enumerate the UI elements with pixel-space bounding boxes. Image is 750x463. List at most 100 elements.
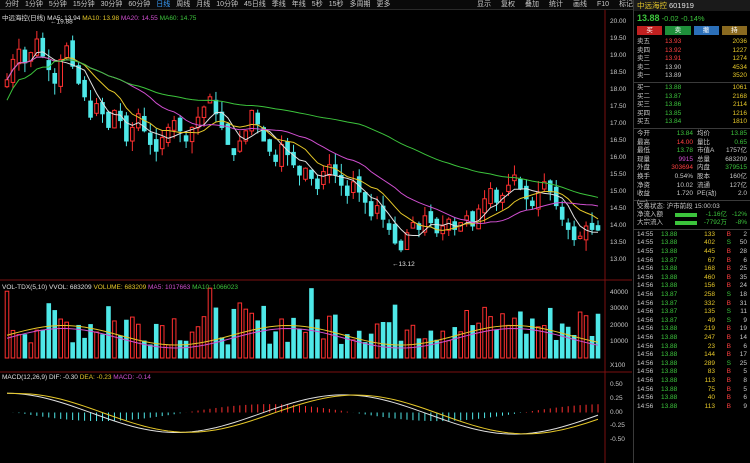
- stat-label: PE(动): [697, 190, 717, 198]
- menu-item[interactable]: 复权: [501, 1, 515, 8]
- ask-row[interactable]: 卖一 13.89 3520: [634, 72, 750, 81]
- stat-label: 最低: [637, 147, 650, 155]
- timeframe-tab[interactable]: 年线: [291, 1, 306, 8]
- tick-row: 14:56 13.88 460 B 35: [634, 274, 750, 283]
- tick-side: B: [726, 385, 731, 393]
- timeframe-tab[interactable]: 更多: [376, 1, 391, 8]
- stat-label: 量比: [697, 138, 710, 146]
- tick-row: 14:56 13.88 156 B 24: [634, 282, 750, 291]
- bid-level: 买四: [637, 109, 650, 117]
- bid-price: 13.85: [665, 109, 682, 117]
- timeframe-tab[interactable]: 1分钟: [25, 1, 43, 8]
- timeframe-tab[interactable]: 10分钟: [216, 1, 238, 8]
- volume-bar: [249, 312, 255, 359]
- stat-value: 13.78: [676, 147, 693, 155]
- tick-row: 14:56 13.87 332 B 31: [634, 300, 750, 309]
- hold-button[interactable]: 持: [721, 26, 747, 35]
- tick-time: 14:56: [637, 402, 654, 410]
- menu-item[interactable]: 画线: [573, 1, 587, 8]
- volume-bar: [541, 325, 547, 359]
- bid-row[interactable]: 买四 13.85 1216: [634, 110, 750, 119]
- menu-item[interactable]: F10: [597, 1, 610, 8]
- timeframe-tab[interactable]: 分时: [5, 1, 19, 8]
- tick-volume: 133: [704, 230, 715, 238]
- timeframe-tab[interactable]: 周线: [176, 1, 191, 8]
- ask-row[interactable]: 卖三 13.91 1274: [634, 55, 750, 64]
- volume-bar: [356, 330, 362, 359]
- menu-item[interactable]: 统计: [549, 1, 563, 8]
- volume-bar: [380, 321, 386, 359]
- tick-side: S: [726, 291, 731, 299]
- menu-item[interactable]: 标记: [619, 1, 634, 8]
- volume-bar: [201, 316, 207, 359]
- stat-value: 2.0: [737, 190, 747, 198]
- timeframe-tab[interactable]: 日线: [156, 1, 171, 8]
- dif-line: [6, 392, 599, 435]
- timeframe-tab[interactable]: 45日线: [244, 1, 266, 8]
- timeframe-tab[interactable]: 5秒: [311, 1, 323, 8]
- tick-count: 2: [743, 230, 747, 238]
- money-flow: 净流入额 -1.16亿 -12% 大宗流入 -7792万 -8%: [634, 211, 750, 228]
- timeframe-tab[interactable]: 15分钟: [72, 1, 95, 8]
- vol-ma5-label: MA5: 1017663: [148, 284, 191, 291]
- sell-button[interactable]: 卖: [665, 26, 691, 35]
- candle: [70, 40, 75, 67]
- candle: [273, 154, 278, 162]
- tick-count: 6: [743, 256, 747, 264]
- bid-row[interactable]: 买一 13.88 1061: [634, 84, 750, 93]
- bid-row[interactable]: 买五 13.84 1810: [634, 118, 750, 127]
- price-tick: 15.00: [610, 188, 627, 195]
- timeframe-tab[interactable]: 5分钟: [48, 1, 67, 8]
- ask-row[interactable]: 卖五 13.93 2036: [634, 38, 750, 47]
- price-tick: 18.50: [610, 69, 627, 76]
- volume-bar: [112, 320, 117, 359]
- timeframe-tab[interactable]: 15秒: [328, 1, 344, 8]
- volume-bar: [189, 331, 195, 359]
- timeframe-tab[interactable]: 季线: [271, 1, 286, 8]
- tick-side: B: [726, 351, 731, 359]
- candle: [225, 123, 231, 145]
- volume-bar: [577, 311, 583, 359]
- volume-bar: [255, 320, 261, 359]
- volume-bar: [344, 334, 350, 359]
- menu-item[interactable]: 叠加: [525, 1, 539, 8]
- tick-row: 14:55 13.88 445 B 28: [634, 248, 750, 257]
- tick-count: 6: [743, 342, 747, 350]
- bid-row[interactable]: 买三 13.86 2114: [634, 101, 750, 110]
- ask-row[interactable]: 卖四 13.92 1227: [634, 47, 750, 56]
- volume-bar: [464, 309, 469, 359]
- kline-chart-canvas[interactable]: ←19.88 ←13.12: [0, 10, 632, 463]
- candle: [530, 200, 535, 207]
- timeframe-tab[interactable]: 30分钟: [100, 1, 123, 8]
- tick-side: B: [726, 325, 731, 333]
- price-tick: 16.50: [610, 137, 627, 144]
- volume-bar: [398, 340, 404, 359]
- timeframe-tab[interactable]: 月线: [196, 1, 211, 8]
- menu-item[interactable]: 显示: [477, 1, 491, 8]
- dea-line: [6, 392, 599, 435]
- volume-bar: [243, 308, 249, 359]
- candle: [589, 222, 595, 230]
- flow-row: 净流入额 -1.16亿 -12%: [634, 211, 750, 220]
- stat-row: 净资 10.02 流通 127亿: [634, 182, 750, 191]
- candle: [291, 151, 296, 166]
- candle: [267, 139, 272, 152]
- timeframe-tab[interactable]: 60分钟: [128, 1, 151, 8]
- tick-price: 13.88: [661, 334, 678, 341]
- bid-row[interactable]: 买二 13.87 2168: [634, 93, 750, 102]
- timeframe-tab[interactable]: 多周期: [349, 1, 371, 8]
- buy-button[interactable]: 买: [637, 26, 663, 35]
- volume-bar: [52, 310, 58, 359]
- candle: [368, 201, 374, 217]
- ask-row[interactable]: 卖二 13.90 4534: [634, 64, 750, 73]
- volume-bar: [291, 317, 296, 359]
- candle: [303, 167, 308, 180]
- tick-price: 13.88: [661, 325, 678, 333]
- stat-row: 最低 13.78 市值A 1757亿: [634, 147, 750, 156]
- tick-list[interactable]: 14:55 13.88 133 B 2 14:55 13.88 402 S 50 14:55 13.8…: [634, 231, 750, 411]
- macd-label: MACD: -0.14: [113, 374, 151, 381]
- tick-row: 14:56 13.87 135 S 11: [634, 308, 750, 317]
- stat-row: 外盘 303694 内盘 379515: [634, 164, 750, 173]
- cancel-button[interactable]: 撤: [693, 26, 719, 35]
- quote-stats: 今开 13.84 均价 13.85 最高 14.00 量比 0.65 最低 13.78 市值A 175…: [634, 130, 750, 206]
